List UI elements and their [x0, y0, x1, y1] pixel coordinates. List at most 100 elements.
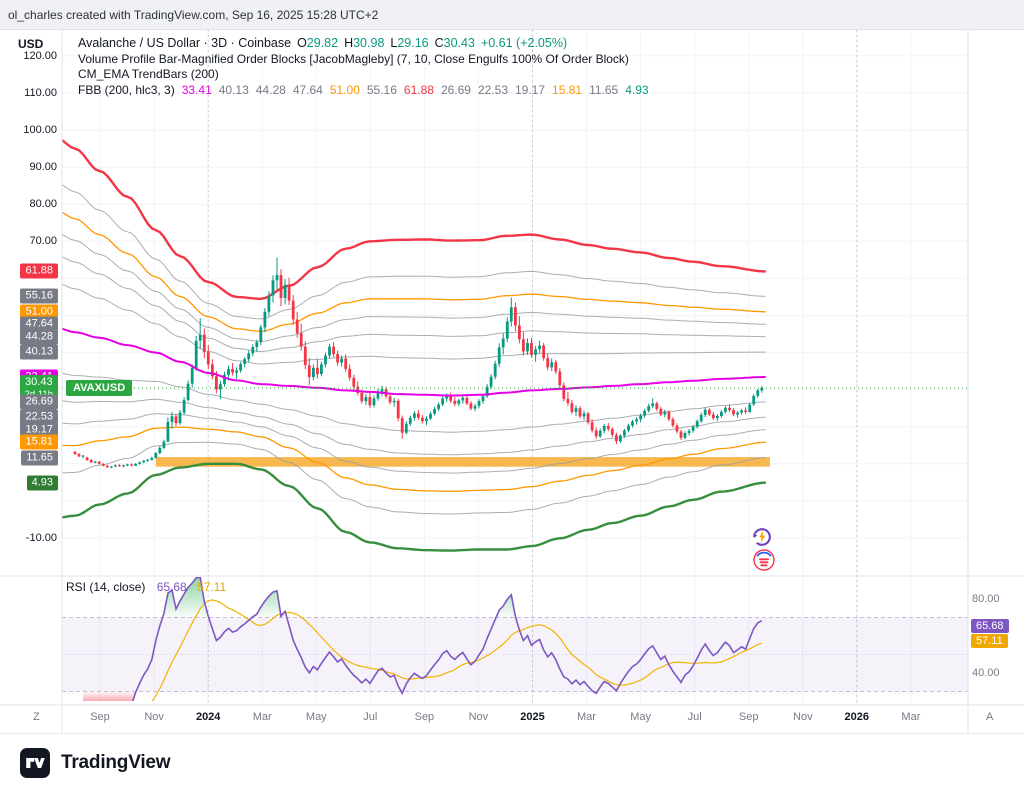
time-tick-Jul: Jul [687, 711, 702, 723]
indicator-row-cm-ema-trendbars[interactable]: CM_EMA TrendBars (200) [78, 67, 219, 81]
time-tick-Nov: Nov [468, 711, 489, 723]
time-tick-May: May [305, 711, 327, 723]
time-tick-Nov: Nov [144, 711, 164, 723]
price-badge-value: 47.64 [25, 317, 53, 330]
change-value: +0.61 (+2.05%) [480, 36, 568, 50]
time-tick-Nov: Nov [793, 711, 813, 723]
price-badge-value: 44.28 [25, 330, 53, 343]
rsi-pane [62, 577, 968, 701]
fbb-upper-band-line [62, 139, 766, 301]
indicator-row-volume-profile[interactable]: Volume Profile Bar-Magnified Order Block… [78, 51, 629, 66]
symbol-price-label-badge: AVAXUSD [66, 380, 133, 396]
price-badge-55.16: 55.16 [20, 288, 58, 304]
ohlc-letter: C [434, 36, 444, 50]
price-tick-label: 80.00 [29, 198, 57, 211]
fbb-value: 15.81 [552, 82, 583, 97]
candlestick-series [73, 257, 764, 469]
fbb-value: 4.93 [625, 82, 649, 97]
fbb-value: 22.53 [477, 82, 508, 97]
fbb-value: 44.28 [255, 82, 286, 97]
time-tick-Mar: Mar [577, 711, 596, 723]
striped-sphere-refresh-icon[interactable] [752, 548, 776, 572]
fbb-value: 51.00 [329, 82, 360, 97]
ohlc-letter: H [344, 36, 354, 50]
fbb-fib-line [62, 372, 766, 433]
fbb-fib-line [62, 398, 766, 456]
price-badge-22.53: 22.53 [20, 409, 58, 425]
price-badge-15.81: 15.81 [20, 434, 58, 450]
fbb-value: 61.88 [403, 82, 434, 97]
price-badge-51.00: 51.00 [20, 304, 58, 320]
time-tick-Sep: Sep [738, 711, 759, 723]
price-badge-value: 61.88 [25, 264, 53, 277]
symbol-title: Avalanche / US Dollar · 3D · Coinbase [78, 36, 292, 50]
rsi-legend-row[interactable]: RSI (14, close) 65.68 57.11 [66, 580, 226, 594]
price-tick-label: 90.00 [29, 161, 57, 174]
adjust-button[interactable]: A [986, 711, 994, 723]
rsi-value-badge: 65.68 [971, 618, 1009, 633]
footer-bar: TradingView [0, 733, 1024, 791]
price-badge-19.17: 19.17 [20, 422, 58, 438]
fbb-label: FBB (200, hlc3, 3) [78, 82, 175, 97]
rsi-line [82, 577, 763, 701]
price-tick-label: 110.00 [24, 87, 57, 99]
time-tick-2024: 2024 [195, 711, 221, 723]
fbb-value: 11.65 [589, 82, 619, 97]
symbol-legend-row[interactable]: Avalanche / US Dollar · 3D · Coinbase O29… [78, 36, 649, 52]
fbb-fib-line [62, 234, 766, 342]
attribution-bar: ol_charles created with TradingView.com,… [0, 0, 1024, 30]
fbb-fib-line [62, 441, 766, 515]
rsi-axis-label-40: 40.00 [972, 667, 1000, 679]
ohlc-value: 29.82 [306, 36, 339, 50]
rsi-label: RSI (14, close) [66, 580, 146, 594]
price-badge-44.28: 44.28 [20, 329, 58, 345]
price-badge-11.65: 11.65 [21, 450, 58, 466]
price-badge-40.13: 40.13 [20, 344, 58, 360]
tradingview-brand-text[interactable]: TradingView [61, 751, 171, 773]
fbb-0618-line [62, 211, 766, 333]
ohlc-letter: O [297, 36, 307, 50]
price-badge-value: 40.13 [25, 345, 53, 358]
price-badge-47.64: 47.64 [20, 316, 58, 332]
ohlc-letter: L [390, 36, 398, 50]
rsi-ma-badge: 57.11 [971, 634, 1008, 649]
fbb-0618-line [62, 426, 766, 493]
price-badge-value: 26.69 [25, 395, 53, 408]
time-tick-Sep: Sep [414, 711, 435, 723]
rsi-axis-label-80: 80.00 [972, 593, 1000, 605]
fbb-lower-band-line [62, 462, 766, 552]
rsi-value: 65.68 [156, 580, 187, 594]
price-badge-value: 30.43 [25, 376, 53, 388]
fbb-value: 55.16 [366, 82, 397, 97]
tradingview-logo-icon[interactable] [20, 747, 50, 778]
fbb-value: 47.64 [292, 82, 323, 97]
circular-arrows-lightning-icon[interactable] [750, 525, 774, 549]
price-badge-value: 55.16 [25, 289, 53, 302]
price-badge-26.69: 26.69 [20, 394, 58, 410]
fbb-value: 19.17 [515, 82, 546, 97]
price-badge-value: 22.53 [25, 410, 53, 423]
price-badge-4.93: 4.93 [26, 475, 58, 491]
time-tick-2025: 2025 [520, 711, 545, 723]
attribution-text: ol_charles created with TradingView.com,… [8, 7, 379, 22]
price-badge-value: 19.17 [25, 423, 53, 436]
indicator-row-fbb[interactable]: FBB (200, hlc3, 3) 33.41 40.13 44.28 47.64 51… [78, 83, 649, 99]
price-tick-label: 120.00 [23, 49, 57, 62]
price-badge-value: 11.65 [26, 451, 53, 464]
fbb-fib-line [62, 256, 766, 353]
order-block-zone [155, 457, 770, 467]
ohlc-value: 30.98 [353, 36, 385, 50]
price-badge-value: 4.93 [31, 476, 53, 489]
price-badge-value: 15.81 [25, 435, 53, 448]
price-axis-currency-label: USD [18, 37, 44, 51]
fbb-basis-line [62, 327, 766, 397]
fbb-value: 40.13 [218, 82, 249, 97]
timezone-button[interactable]: Z [33, 711, 40, 723]
time-tick-2026: 2026 [844, 711, 870, 723]
time-tick-Jul: Jul [363, 711, 378, 723]
time-tick-Mar: Mar [901, 711, 921, 723]
fbb-value: 33.41 [181, 82, 212, 97]
pane-borders [0, 30, 1024, 733]
